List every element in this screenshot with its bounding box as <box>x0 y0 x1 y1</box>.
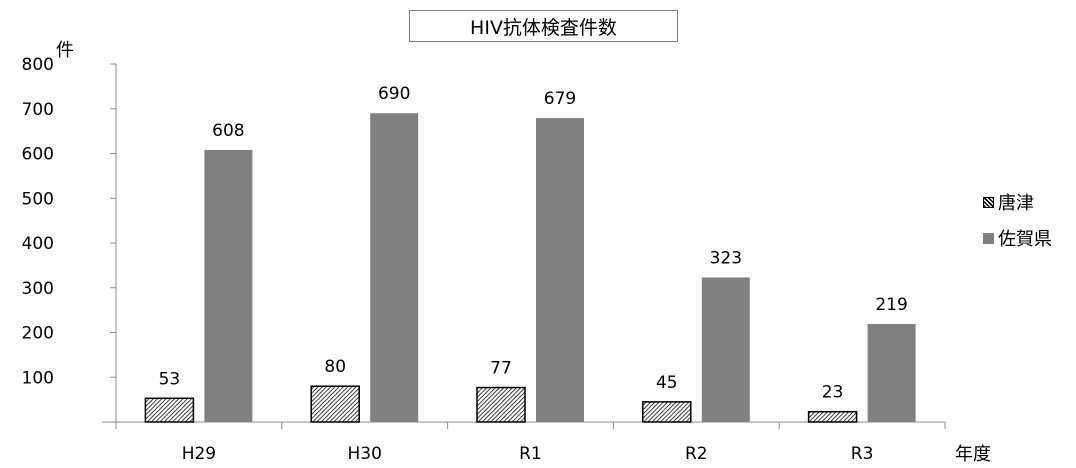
data-label-saga-h30: 690 <box>378 84 410 104</box>
x-tick-label: H30 <box>347 444 381 464</box>
legend-label-karatsu: 唐津 <box>998 193 1034 214</box>
bar-saga-r1 <box>536 118 584 423</box>
bar-saga-h29 <box>204 149 253 423</box>
x-tick-label: H29 <box>182 444 216 464</box>
data-label-saga-r1: 679 <box>544 89 576 109</box>
y-tick-label: 200 <box>22 324 54 344</box>
data-label-karatsu-h29: 53 <box>159 369 181 389</box>
bar-karatsu-h30 <box>310 385 360 423</box>
y-tick-label: 100 <box>22 368 54 388</box>
x-tick-label: R3 <box>851 444 874 464</box>
data-label-saga-r3: 219 <box>875 295 907 315</box>
bar-saga-r3 <box>867 323 916 422</box>
bar-karatsu-r3 <box>807 410 858 423</box>
data-label-karatsu-r3: 23 <box>822 383 844 403</box>
data-label-karatsu-r1: 77 <box>490 359 512 379</box>
legend: 唐津 佐賀県 <box>983 188 1052 260</box>
x-tick-label: R2 <box>685 444 708 464</box>
y-tick-label: 800 <box>22 55 54 75</box>
legend-swatch-karatsu <box>983 196 994 208</box>
chart-title: HIV抗体検査件数 <box>409 10 678 42</box>
legend-swatch-saga <box>983 232 994 244</box>
bar-saga-r2 <box>701 277 750 422</box>
y-tick-label: 600 <box>22 145 54 165</box>
y-tick-label: 400 <box>22 234 54 254</box>
chart-title-text: HIV抗体検査件数 <box>470 16 617 39</box>
bar-karatsu-r2 <box>642 401 692 423</box>
y-tick-label: 700 <box>22 100 54 120</box>
legend-label-saga: 佐賀県 <box>998 229 1052 250</box>
data-label-saga-r2: 323 <box>710 248 742 268</box>
data-label-saga-h29: 608 <box>212 121 244 141</box>
legend-item-karatsu: 唐津 <box>983 188 1052 216</box>
y-tick-label: 500 <box>22 189 54 209</box>
bar-saga-h30 <box>370 113 419 422</box>
data-label-karatsu-h30: 80 <box>324 357 346 377</box>
x-tick-label: R1 <box>519 444 542 464</box>
y-tick-label: 300 <box>22 279 54 299</box>
legend-item-saga: 佐賀県 <box>983 224 1052 252</box>
x-axis-label: 年度 <box>955 444 991 465</box>
data-label-karatsu-r2: 45 <box>656 373 678 393</box>
bar-karatsu-h29 <box>144 397 195 423</box>
y-axis-label: 件 <box>56 40 74 61</box>
bar-karatsu-r1 <box>476 386 526 423</box>
